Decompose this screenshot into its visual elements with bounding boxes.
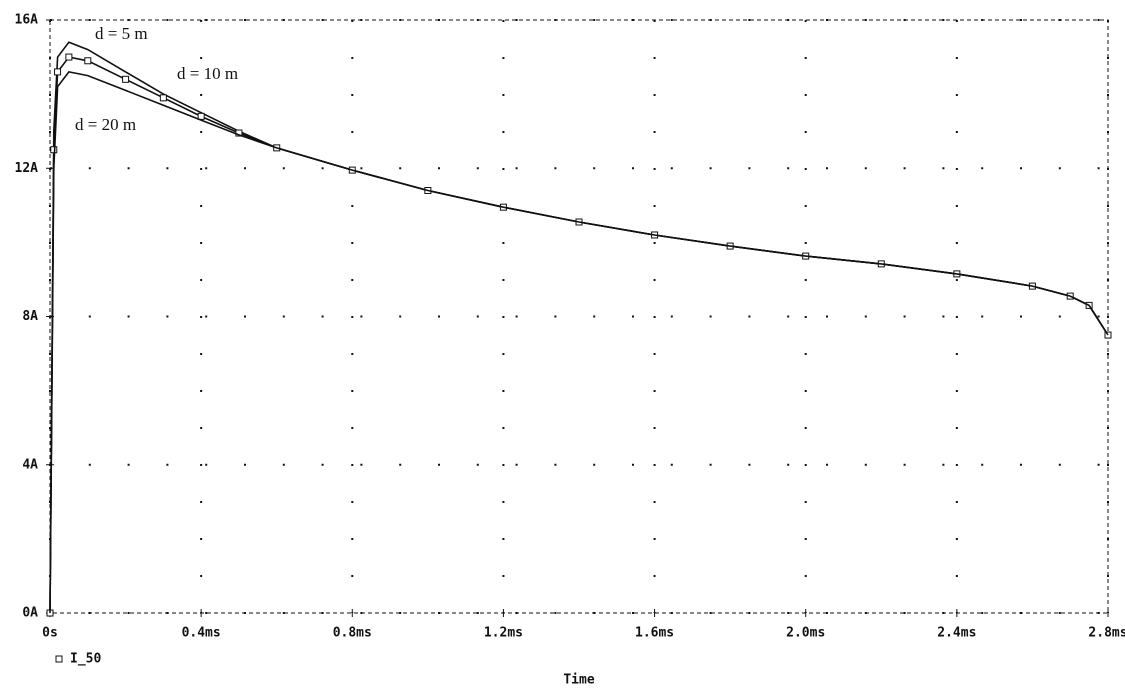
- y-tick-label: 12A: [15, 161, 39, 176]
- series-annotation: d = 10 m: [177, 64, 238, 83]
- y-tick-label: 0A: [22, 606, 38, 621]
- series-annotation: d = 5 m: [95, 24, 148, 43]
- series-annotation: d = 20 m: [75, 115, 136, 134]
- y-tick-label: 16A: [15, 13, 39, 28]
- series-marker: [1104, 331, 1112, 339]
- series-marker: [159, 94, 167, 102]
- series-line: [49, 71, 1109, 614]
- x-tick-label: 0.8ms: [333, 626, 372, 641]
- x-tick-label: 1.2ms: [484, 626, 523, 641]
- x-tick-label: 2.4ms: [937, 626, 976, 641]
- legend-marker: [55, 655, 63, 663]
- x-tick-label: 2.0ms: [786, 626, 825, 641]
- series-marker: [54, 68, 62, 76]
- plot-frame: [49, 19, 1109, 614]
- x-tick-label: 1.6ms: [635, 626, 674, 641]
- x-tick-label: 0.4ms: [182, 626, 221, 641]
- series-line: [49, 56, 1109, 614]
- y-tick-label: 4A: [22, 457, 38, 472]
- x-tick-label: 0s: [42, 626, 58, 641]
- series-marker: [122, 75, 130, 83]
- legend-label: I_50: [70, 652, 101, 667]
- x-axis-title: Time: [563, 673, 594, 688]
- y-tick-label: 8A: [22, 309, 38, 324]
- series-line: [49, 41, 1109, 614]
- series-marker: [84, 57, 92, 65]
- x-tick-label: 2.8ms: [1088, 626, 1125, 641]
- series-marker: [65, 53, 73, 61]
